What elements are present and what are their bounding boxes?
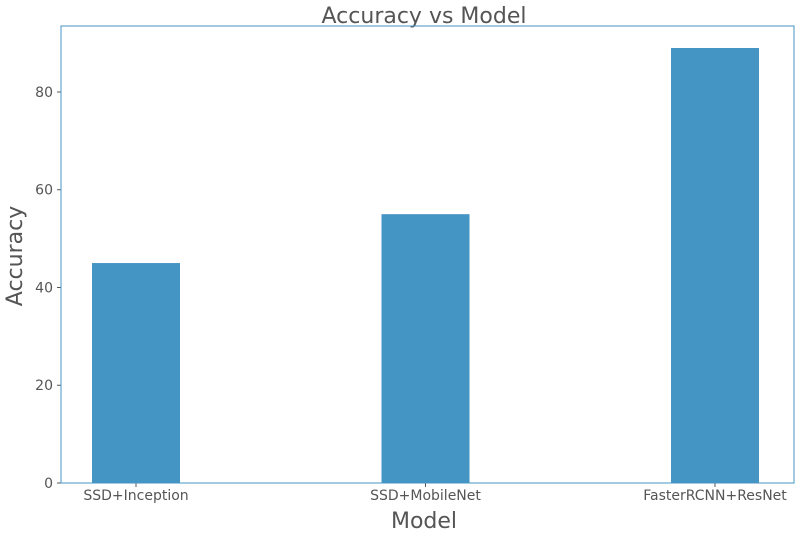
y-tick-label: 80 [35, 85, 53, 101]
y-axis-label: Accuracy [3, 206, 28, 306]
bar-ssd-mobilenet [381, 214, 470, 484]
x-tick-label: FasterRCNN+ResNet [643, 488, 787, 504]
y-tick-label: 0 [44, 476, 53, 492]
plot-area: SSD+Inception SSD+MobileNet FasterRCNN+Res… [35, 25, 795, 504]
plot-frame [60, 25, 795, 484]
chart-title: Accuracy vs Model [322, 4, 527, 29]
bar-ssd-inception [92, 263, 180, 483]
bar-fasterrcnn-resnet [671, 47, 759, 483]
x-axis-label: Model [391, 509, 457, 534]
y-tick-label: 40 [35, 280, 53, 296]
x-tick-label: SSD+MobileNet [370, 488, 481, 504]
y-tick-label: 20 [35, 378, 53, 394]
y-tick-label: 60 [35, 183, 53, 199]
x-tick-label: SSD+Inception [83, 488, 188, 504]
